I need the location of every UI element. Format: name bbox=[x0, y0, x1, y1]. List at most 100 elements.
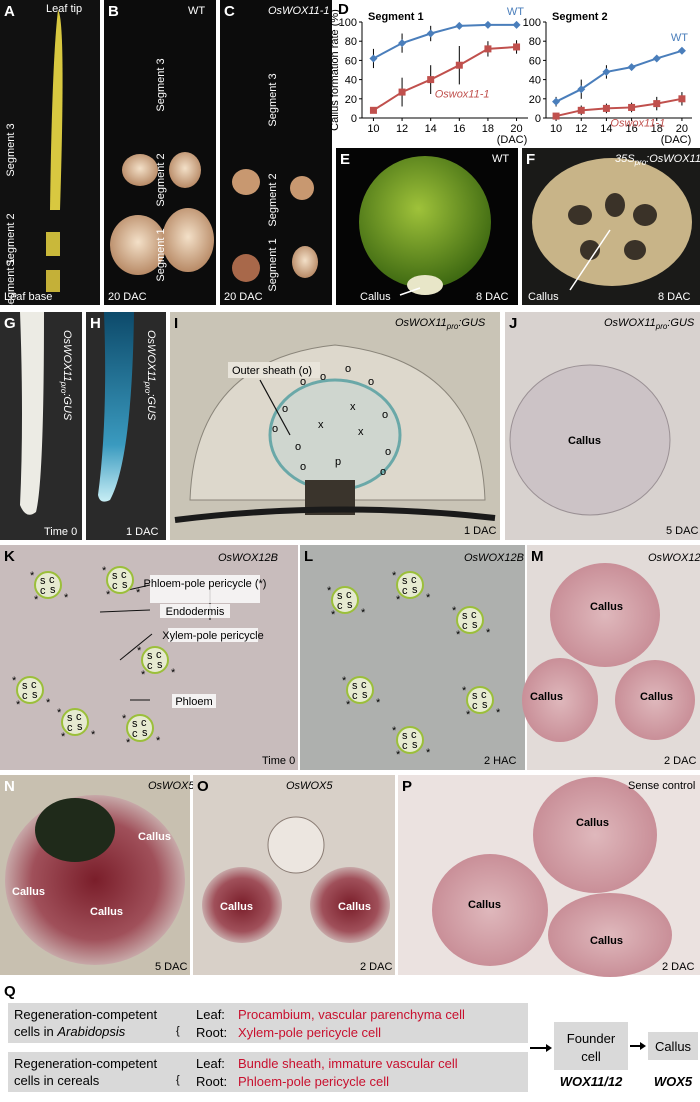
cell-mark: * bbox=[376, 697, 381, 709]
label-part: pro bbox=[446, 322, 459, 331]
label-part: :GUS bbox=[667, 317, 695, 329]
cell-mark: c bbox=[337, 600, 343, 612]
cell-outline bbox=[456, 606, 484, 634]
cell-mark: * bbox=[46, 697, 51, 709]
label: cells in Arabidopsis bbox=[14, 1024, 126, 1039]
label-part: cells in bbox=[14, 1024, 57, 1039]
label: 2 HAC bbox=[484, 755, 516, 767]
cell-mark: s bbox=[482, 699, 488, 711]
cell-mark: * bbox=[496, 707, 501, 719]
point bbox=[552, 112, 560, 120]
panel-h: H OsWOX11pro:GUS 1 DAC bbox=[86, 312, 166, 540]
cell-mark: s bbox=[352, 680, 358, 692]
y-axis-label: Callus formation rate (%) bbox=[329, 9, 341, 131]
label: Leaf: bbox=[196, 1056, 225, 1071]
x-tick-label: 16 bbox=[453, 123, 465, 135]
legend-label: Oswox11-1 bbox=[435, 89, 490, 101]
label: Segment 3 bbox=[155, 58, 167, 111]
chart-title: Segment 2 bbox=[552, 11, 608, 23]
point bbox=[652, 54, 661, 63]
cell-mark: s bbox=[122, 579, 128, 591]
cell-mark: * bbox=[64, 592, 69, 604]
cell-mark: c bbox=[76, 711, 82, 723]
cell-mark: s bbox=[50, 584, 56, 596]
y-tick-label: 100 bbox=[523, 17, 541, 29]
label: Leaf tip bbox=[46, 3, 82, 15]
panel-k: Phloem-pole pericycle (*) Endodermis Xyl… bbox=[0, 545, 298, 770]
cell-mark: o bbox=[368, 376, 374, 388]
y-tick-label: 20 bbox=[345, 94, 357, 106]
label-part: :GUS bbox=[61, 393, 73, 421]
cell-mark: c bbox=[132, 728, 138, 740]
cell-mark: c bbox=[112, 580, 118, 592]
cell-mark: c bbox=[67, 722, 73, 734]
panel-q: Q Regeneration-competent cells in Arabid… bbox=[4, 983, 698, 1092]
point bbox=[484, 45, 492, 53]
cell-outline bbox=[331, 586, 359, 614]
label: Outer sheath (o) bbox=[232, 365, 312, 377]
point bbox=[602, 104, 610, 112]
label-part: OsWOX11 bbox=[145, 330, 157, 382]
cell-mark: c bbox=[31, 679, 37, 691]
panel-letter: K bbox=[4, 548, 15, 565]
point bbox=[398, 39, 407, 48]
y-tick-label: 40 bbox=[529, 75, 541, 87]
label: 35Spro:OsWOX11 bbox=[615, 153, 700, 167]
y-tick-label: 60 bbox=[529, 55, 541, 67]
label: OsWOX12B bbox=[464, 552, 524, 564]
cell-mark: * bbox=[462, 685, 467, 697]
y-tick-label: 60 bbox=[345, 55, 357, 67]
label: Callus bbox=[640, 691, 673, 703]
panel-letter: P bbox=[402, 778, 412, 795]
cell-outline bbox=[34, 571, 62, 599]
cell-mark: c bbox=[462, 620, 468, 632]
panel-letter: L bbox=[304, 548, 313, 565]
y-tick-label: 20 bbox=[529, 94, 541, 106]
cell-mark: * bbox=[346, 699, 351, 711]
cell-outline bbox=[16, 676, 44, 704]
y-tick-label: 80 bbox=[529, 36, 541, 48]
label: Callus bbox=[590, 935, 623, 947]
point bbox=[426, 29, 435, 38]
cell-mark: c bbox=[411, 574, 417, 586]
brace: { bbox=[176, 1025, 180, 1037]
cell-mark: o bbox=[295, 441, 301, 453]
cell-mark: o bbox=[320, 371, 326, 383]
x-tick-label: 14 bbox=[425, 123, 437, 135]
x-axis-label: (DAC) bbox=[497, 134, 528, 146]
cell-mark: * bbox=[102, 565, 107, 577]
label: OsWOX11pro:GUS bbox=[59, 330, 73, 421]
cell-mark: s bbox=[402, 575, 408, 587]
point bbox=[398, 88, 406, 96]
cell-mark: c bbox=[141, 717, 147, 729]
cell-mark: s bbox=[32, 689, 38, 701]
label-part: pro bbox=[655, 322, 668, 331]
cell-mark: s bbox=[77, 721, 83, 733]
cell-mark: * bbox=[396, 749, 401, 761]
label: Phloem-pole pericycle (*) bbox=[144, 578, 267, 590]
cell-mark: c bbox=[411, 729, 417, 741]
label-part: :OsWOX11 bbox=[646, 153, 700, 165]
cell-mark: * bbox=[396, 594, 401, 606]
label: 2 DAC bbox=[360, 961, 392, 973]
box bbox=[8, 1003, 528, 1043]
x-tick-label: 18 bbox=[482, 123, 494, 135]
panel-letter: H bbox=[90, 315, 101, 332]
cell-mark: x bbox=[358, 426, 364, 438]
label: 1 DAC bbox=[126, 526, 158, 538]
cell-mark: o bbox=[380, 466, 386, 478]
label: Leaf: bbox=[196, 1007, 225, 1022]
cell-outline bbox=[61, 708, 89, 736]
cell-mark: c bbox=[481, 689, 487, 701]
cell-mark: s bbox=[147, 650, 153, 662]
panel-letter: E bbox=[340, 151, 350, 168]
label: Segment 1 bbox=[267, 238, 279, 291]
point bbox=[678, 95, 686, 103]
panel-i: I OsWOX11pro:GUS Outer sheath (o) 1 DAC … bbox=[170, 312, 500, 540]
cell-mark: s bbox=[67, 712, 73, 724]
panel-letter: N bbox=[4, 778, 15, 795]
cell-mark: c bbox=[22, 690, 28, 702]
cell-mark: * bbox=[327, 585, 332, 597]
cell-mark: o bbox=[385, 446, 391, 458]
